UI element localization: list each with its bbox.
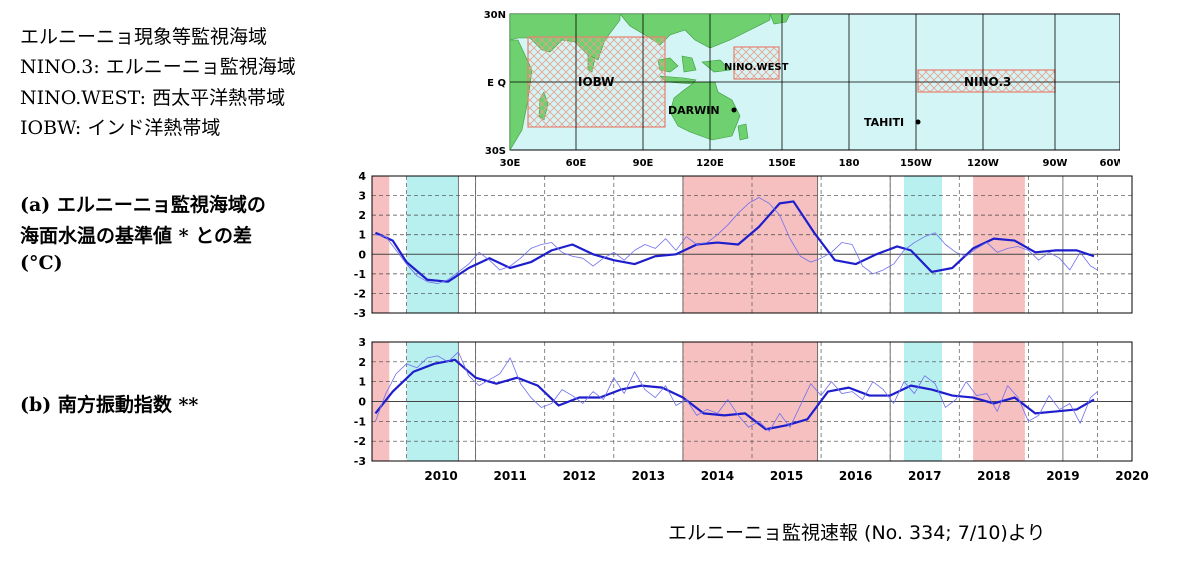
lon-label: 30E [500, 158, 521, 169]
y-tick-label: -2 [354, 287, 366, 300]
map-label-tahiti: TAHITI [864, 116, 904, 129]
panel-a-label-line1: (a) エルニーニョ監視海域の [20, 194, 266, 216]
y-tick-label: 1 [358, 229, 366, 242]
y-tick-label: 0 [358, 248, 366, 261]
y-tick-label: 2 [358, 356, 366, 369]
lon-label: 60W [1100, 158, 1120, 169]
x-tick-label: 2016 [839, 469, 872, 483]
lon-label: 150E [768, 158, 796, 169]
x-tick-label: 2010 [424, 469, 457, 483]
lat-label-30s: 30S [485, 146, 506, 157]
lon-label: 60E [566, 158, 587, 169]
legend-iobw: IOBW: インド洋熱帯域 [20, 117, 221, 139]
x-tick-label: 2011 [493, 469, 526, 483]
y-tick-label: 2 [358, 209, 366, 222]
y-tick-label: -3 [354, 455, 366, 468]
x-tick-label: 2017 [908, 469, 941, 483]
map-grid [510, 14, 1120, 150]
x-tick-label: 2012 [563, 469, 596, 483]
lon-label: 120E [696, 158, 724, 169]
region-ninowest [733, 46, 780, 80]
map-label-darwin: DARWIN [668, 104, 720, 117]
y-tick-label: -3 [354, 307, 366, 320]
lon-label: 150W [900, 158, 932, 169]
station-darwin-marker [731, 107, 737, 113]
map-label-iobw: IOBW [578, 75, 614, 89]
lat-label-eq: E Q [487, 78, 506, 89]
lon-label: 90E [633, 158, 654, 169]
series-line-monthly [375, 197, 1098, 285]
x-tick-label: 2014 [701, 469, 734, 483]
series-line-monthly [375, 351, 1098, 432]
x-tick-label: 2019 [1046, 469, 1079, 483]
source-note: エルニーニョ監視速報 (No. 334; 7/10)より [668, 522, 1046, 544]
y-tick-label: -1 [354, 415, 366, 428]
y-tick-label: 0 [358, 396, 366, 409]
x-tick-label: 2020 [1115, 469, 1148, 483]
la-nina-shading [406, 176, 459, 313]
region-map: IOBW NINO.WEST NINO.3 DARWIN TAHITI 30N … [484, 10, 1120, 169]
y-tick-label: 3 [358, 190, 366, 203]
y-tick-label: 4 [358, 170, 366, 183]
map-label-nino3: NINO.3 [964, 75, 1011, 89]
time-series-charts: 4 3 2 1 0 -1 -2 -3 3 2 1 0 -1 -2 -3 2010 2011 2012 2013 201… [354, 170, 1149, 483]
legend-nino3: NINO.3: エルニーニョ監視海域 [20, 56, 296, 78]
plot-frame [371, 175, 1133, 314]
x-tick-label: 2015 [770, 469, 803, 483]
y-tick-label: -2 [354, 435, 366, 448]
y-tick-label: -1 [354, 268, 366, 281]
y-tick-label: 3 [358, 336, 366, 349]
legend-ninowest: NINO.WEST: 西太平洋熱帯域 [20, 87, 286, 109]
lat-label-30n: 30N [484, 10, 506, 21]
lon-label: 90W [1043, 158, 1068, 169]
x-tick-label: 2018 [977, 469, 1010, 483]
panel-a-label-line3: (°C) [20, 252, 63, 274]
legend-title: エルニーニョ現象等監視海域 [20, 26, 268, 48]
y-tick-label: 1 [358, 376, 366, 389]
series-line-running-mean [375, 200, 1095, 283]
x-tick-label: 2013 [632, 469, 665, 483]
lon-label: 120W [967, 158, 999, 169]
series-line-running-mean [374, 358, 1095, 431]
panel-a-label-line2: 海面水温の基準値 * との差 [20, 225, 252, 247]
plot-frame [371, 341, 1133, 462]
map-label-ninowest: NINO.WEST [724, 62, 789, 73]
station-tahiti-marker [915, 119, 921, 125]
lon-label: 180 [839, 158, 860, 169]
el-nino-shading [372, 176, 390, 313]
la-nina-shading [904, 176, 942, 313]
panel-b-label: (b) 南方振動指数 ** [20, 394, 199, 416]
